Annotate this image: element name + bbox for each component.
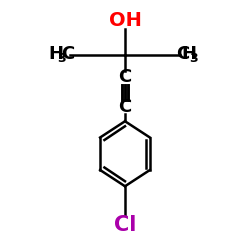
Text: H: H	[49, 45, 64, 63]
Text: H: H	[181, 45, 196, 63]
Text: Cl: Cl	[114, 215, 136, 235]
Text: C: C	[61, 45, 74, 63]
Text: OH: OH	[108, 10, 142, 29]
Text: C: C	[118, 68, 132, 86]
Text: 3: 3	[190, 52, 198, 64]
Text: C: C	[176, 45, 189, 63]
Text: C: C	[118, 98, 132, 116]
Text: 3: 3	[57, 52, 66, 64]
